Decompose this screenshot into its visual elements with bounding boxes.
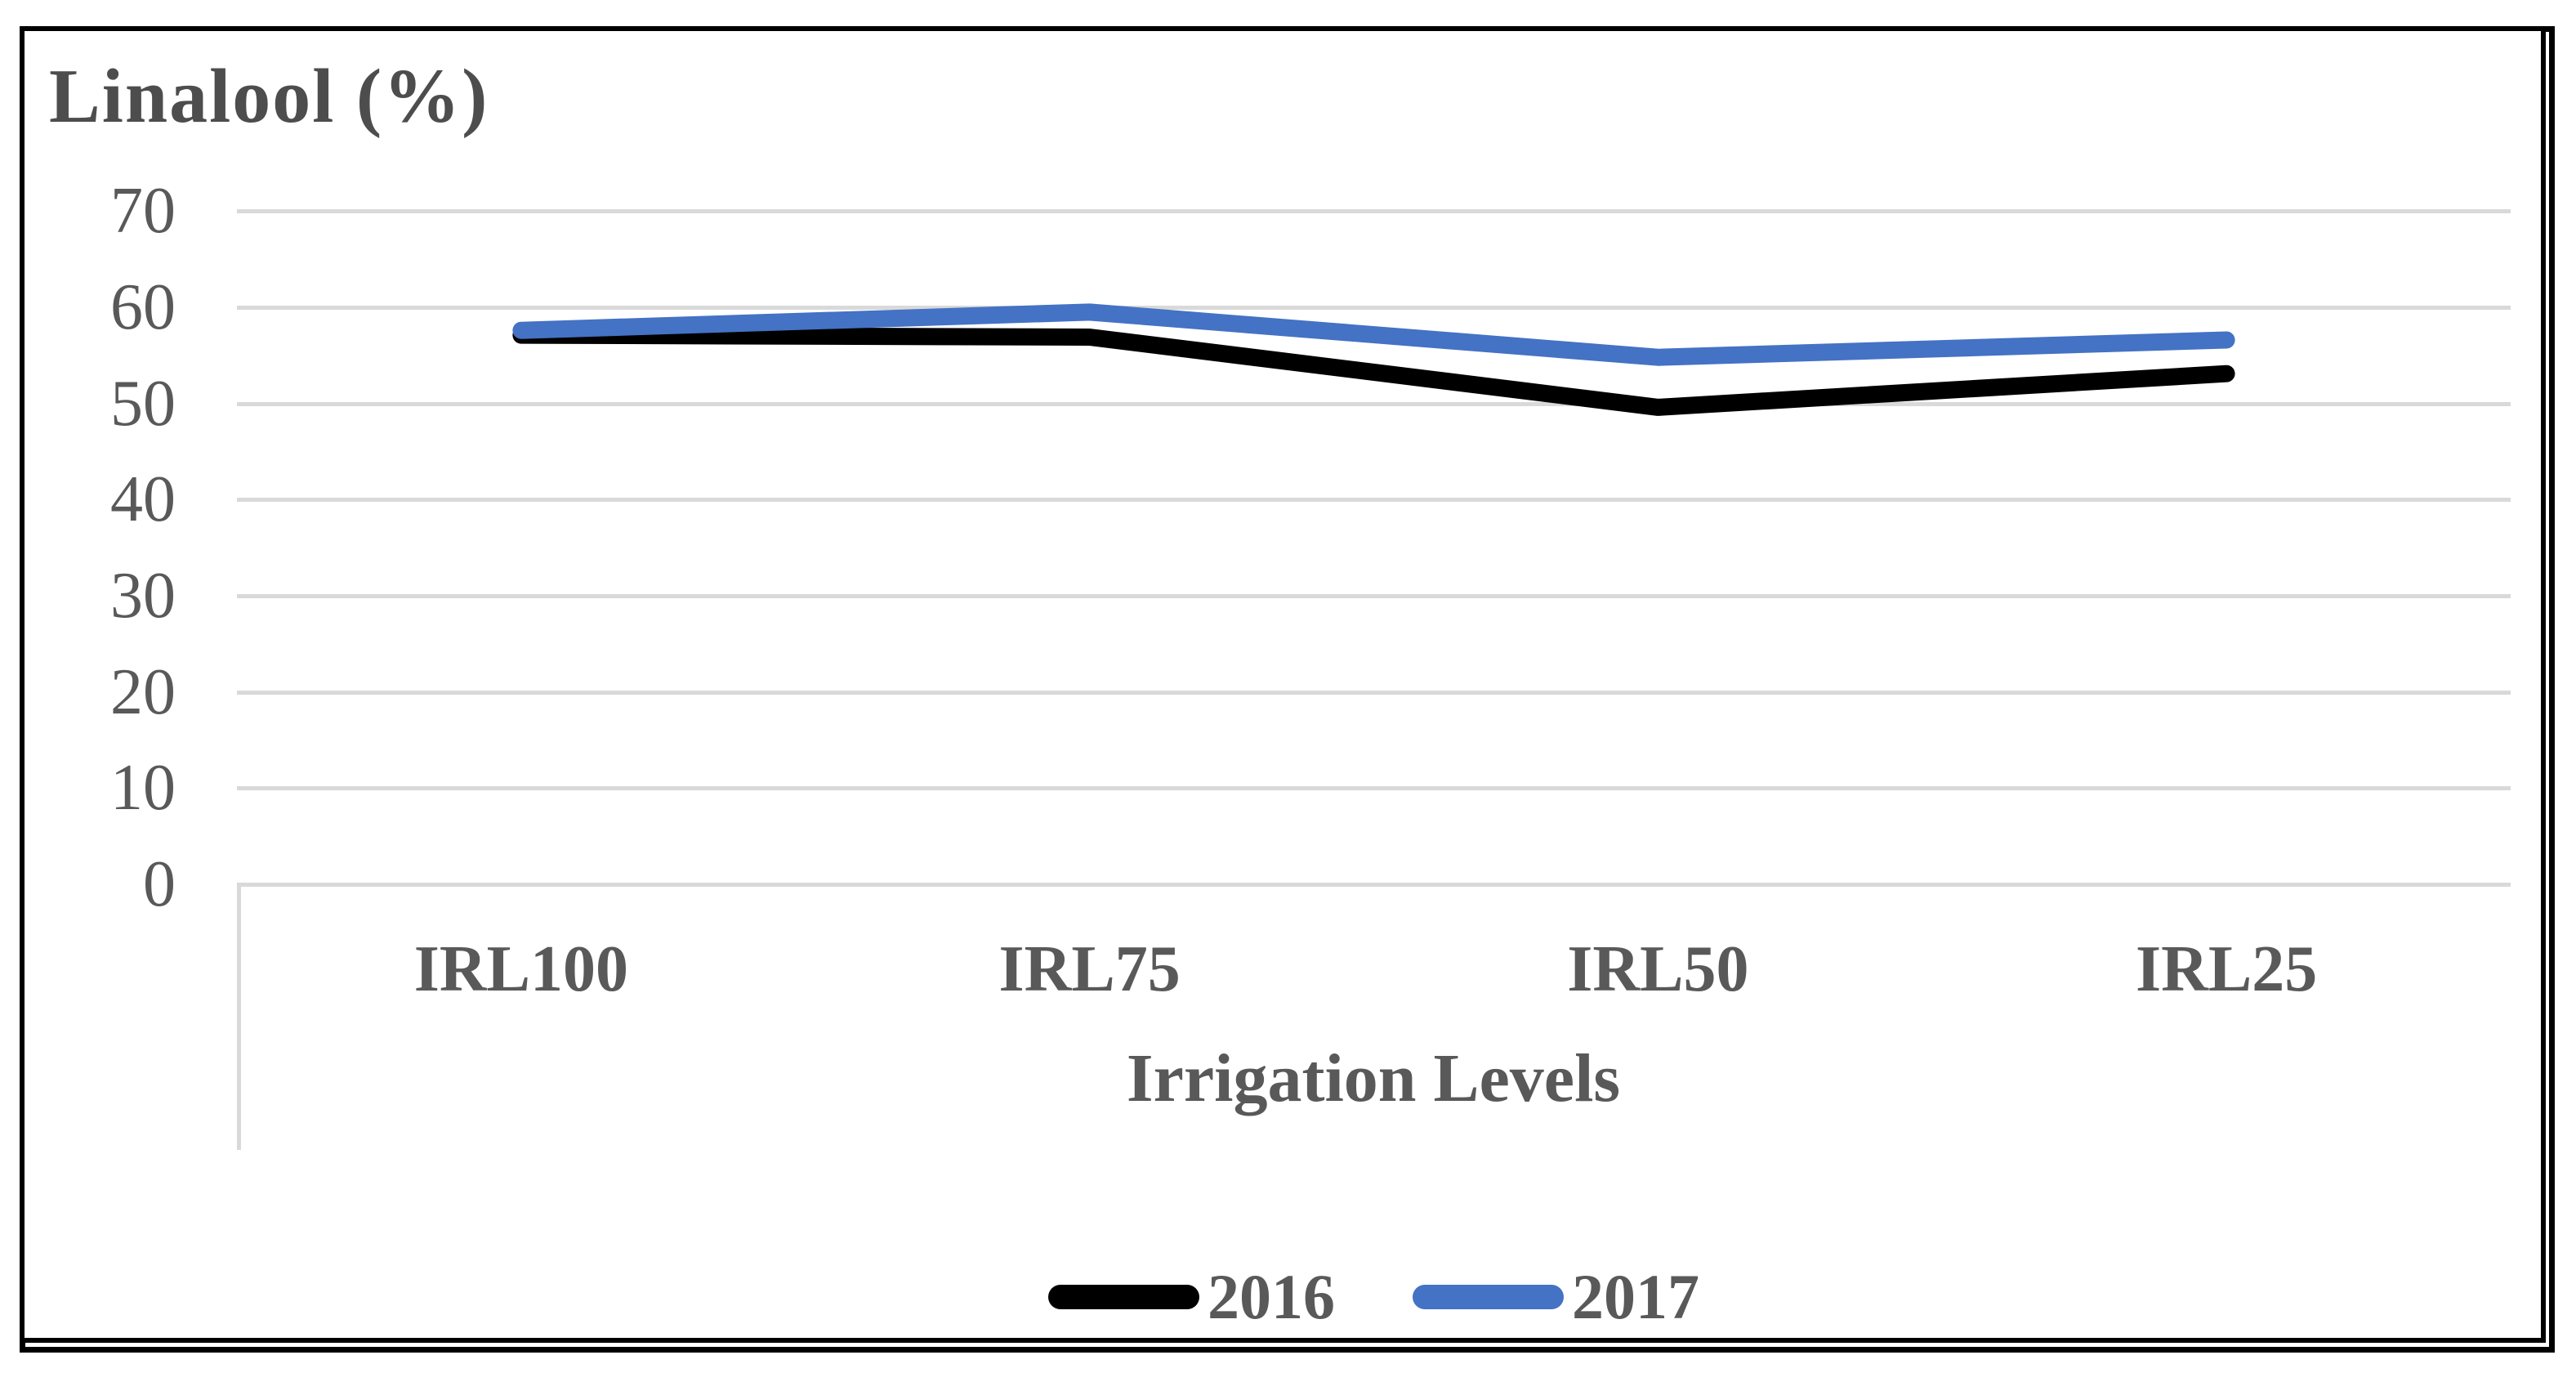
- y-tick-label: 10: [110, 752, 176, 825]
- legend-label: 2017: [1572, 1261, 1699, 1332]
- legend-item-2016: 2016: [1048, 1260, 1335, 1334]
- x-axis-title: Irrigation Levels: [1126, 1040, 1621, 1116]
- y-tick-label: 60: [110, 271, 176, 343]
- axis-corner-line: [237, 884, 241, 1150]
- chart-border-box: [20, 26, 2546, 1343]
- gridline: [237, 786, 2511, 791]
- gridline: [237, 690, 2511, 695]
- chart-title: Linalool (%): [49, 54, 489, 139]
- legend-swatch-2017: [1413, 1285, 1564, 1309]
- category-label: IRL25: [2135, 933, 2318, 1005]
- gridline: [237, 883, 2511, 887]
- category-label: IRL100: [413, 933, 628, 1005]
- y-tick-label: 30: [110, 559, 176, 632]
- y-tick-label: 0: [143, 848, 176, 920]
- legend-swatch-2016: [1048, 1285, 1199, 1309]
- y-tick-label: 50: [110, 367, 176, 440]
- legend-item-2017: 2017: [1413, 1260, 1699, 1334]
- gridline: [237, 209, 2511, 214]
- legend-label: 2016: [1208, 1261, 1335, 1332]
- gridline: [237, 401, 2511, 406]
- y-tick-label: 20: [110, 655, 176, 728]
- category-label: IRL75: [998, 933, 1181, 1005]
- y-tick-label: 40: [110, 463, 176, 536]
- gridline: [237, 305, 2511, 310]
- gridline: [237, 498, 2511, 503]
- category-label: IRL50: [1567, 933, 1749, 1005]
- gridline: [237, 593, 2511, 598]
- y-tick-label: 70: [110, 175, 176, 248]
- legend: 2016 2017: [237, 1260, 2511, 1334]
